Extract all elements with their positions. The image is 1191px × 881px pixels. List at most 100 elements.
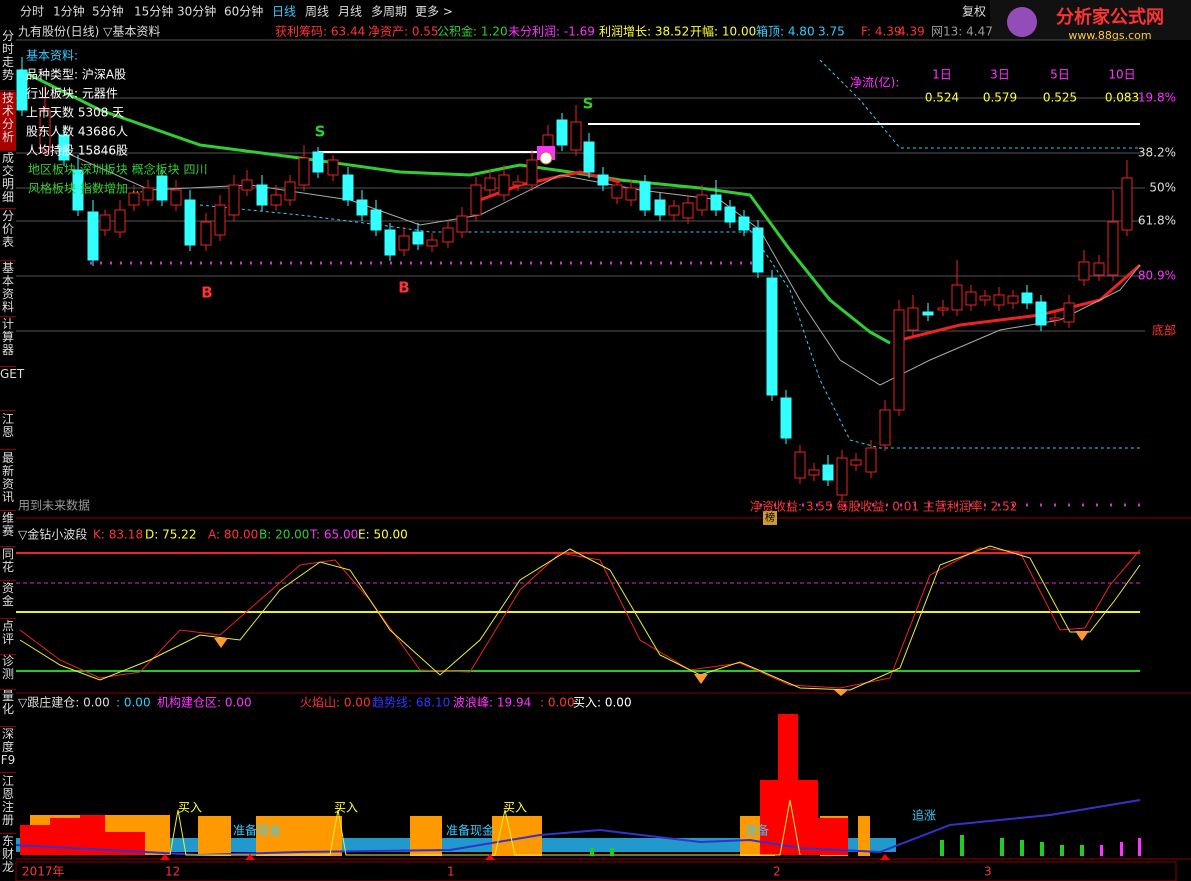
side-tab[interactable]: 诊测 — [0, 655, 16, 690]
period-tab[interactable]: 60分钟 — [224, 4, 263, 19]
side-tab[interactable]: 同花 — [0, 548, 16, 581]
period-tab[interactable]: 日线 — [272, 5, 296, 19]
side-tab[interactable]: 江恩 — [0, 413, 16, 450]
candle — [16, 69, 28, 111]
candle — [1021, 292, 1033, 304]
side-tab[interactable]: 分时走势 — [0, 30, 16, 91]
candle — [356, 199, 368, 216]
period-tab[interactable]: 更多 > — [415, 5, 453, 19]
candle — [1121, 177, 1133, 231]
candle — [668, 205, 680, 216]
side-tab[interactable]: 量化 — [0, 690, 16, 727]
period-tab[interactable]: 5分钟 — [92, 4, 124, 19]
candle — [99, 214, 111, 231]
side-tab[interactable]: 东财龙 — [0, 835, 16, 881]
candle — [937, 307, 949, 311]
ma-green — [19, 68, 891, 345]
candle — [327, 159, 339, 176]
indicator-value: A: 80.00 — [208, 528, 258, 542]
time-markers — [160, 854, 890, 860]
fundamentals-note: 净资收益: 3.55 每股收益: 0.01 主营利润率: 2.52 — [750, 499, 1017, 514]
header-stat: 获利筹码: 63.44 — [275, 25, 365, 39]
candle — [256, 184, 268, 206]
candle — [1035, 301, 1047, 326]
candle — [128, 192, 140, 206]
header-stat: 利润增长: 38.52 — [599, 25, 689, 39]
candle — [312, 151, 324, 173]
level-label: 底部 — [1152, 323, 1176, 338]
netflow-header: 10日 — [1108, 68, 1135, 82]
candle — [724, 206, 736, 223]
indicator-value: E: 50.00 — [358, 528, 408, 542]
side-tab[interactable]: 维赛 — [0, 512, 16, 547]
header-stat: 净资产: 0.55 — [368, 25, 439, 39]
side-tab[interactable]: 最新资讯 — [0, 452, 16, 511]
signal-label: S — [315, 123, 326, 141]
signal-label: 买入 — [503, 801, 527, 815]
candle — [39, 109, 51, 151]
period-tab[interactable]: 月线 — [338, 5, 362, 19]
candle — [72, 169, 84, 211]
period-tab[interactable]: 15分钟 — [134, 4, 173, 19]
header-stat: 未分利润: -1.69 — [508, 25, 595, 39]
signal-label: 买入 — [178, 801, 202, 815]
candle — [412, 231, 424, 245]
netflow-header: 5日 — [1050, 68, 1070, 82]
candle — [270, 194, 282, 206]
signal-label: 追涨 — [912, 808, 936, 823]
period-tab[interactable]: 1分钟 — [53, 4, 85, 19]
time-axis — [15, 861, 1177, 881]
netflow-label: 净流(亿): — [850, 75, 899, 90]
candle — [1107, 221, 1119, 276]
future-note: 用到未来数据 — [18, 498, 90, 513]
side-tab[interactable]: 深度F9 — [0, 728, 16, 773]
period-tab[interactable]: 分时 — [20, 5, 44, 19]
side-tab[interactable]: 江恩注册 — [0, 775, 16, 834]
side-tab[interactable]: 点评 — [0, 620, 16, 655]
candles — [16, 57, 1133, 501]
candle — [879, 409, 891, 446]
indicator-value: : 0.00 — [540, 696, 575, 710]
ma-grey — [59, 149, 1141, 386]
signal-label: 准备现金 — [233, 823, 281, 838]
candle — [794, 451, 806, 479]
candle — [58, 134, 70, 161]
time-label: 12 — [165, 865, 180, 879]
side-tab[interactable]: 分价表 — [0, 210, 16, 261]
candle — [625, 187, 637, 201]
time-label: 2 — [773, 865, 781, 879]
period-tab[interactable]: 多周期 — [371, 5, 407, 19]
candle — [426, 239, 438, 247]
indicator-value: 机构建仓区: 0.00 — [157, 695, 252, 710]
side-tab[interactable]: 计算器 — [0, 318, 16, 367]
level-label: 80.9% — [1138, 269, 1176, 283]
side-tab[interactable]: 技术分析 — [0, 92, 16, 151]
indicator-value: 买入: 0.00 — [573, 696, 632, 710]
level-label: 61.8% — [1138, 214, 1176, 228]
candle — [142, 187, 154, 201]
candle — [583, 141, 595, 173]
indicator-value: K: 83.18 — [93, 528, 143, 542]
side-tab[interactable]: 资金 — [0, 582, 16, 619]
candle — [654, 199, 666, 216]
candle — [384, 229, 396, 256]
period-tab[interactable]: 周线 — [305, 5, 329, 19]
side-tab[interactable]: 基本资料 — [0, 262, 16, 317]
side-tab[interactable]: 成交明细 — [0, 152, 16, 209]
candle — [1007, 295, 1019, 304]
logo-icon — [1007, 7, 1037, 37]
restore-button[interactable]: 复权 — [962, 5, 986, 19]
candle — [893, 309, 905, 411]
d-line — [19, 545, 1141, 691]
candle — [512, 181, 524, 186]
candle — [965, 291, 977, 306]
candle — [87, 211, 99, 261]
candle — [979, 295, 991, 301]
candle — [922, 311, 934, 316]
badge: 榜 — [765, 511, 775, 524]
candle — [808, 469, 820, 476]
period-tab[interactable]: 30分钟 — [177, 4, 216, 19]
time-label: 1 — [447, 865, 455, 879]
